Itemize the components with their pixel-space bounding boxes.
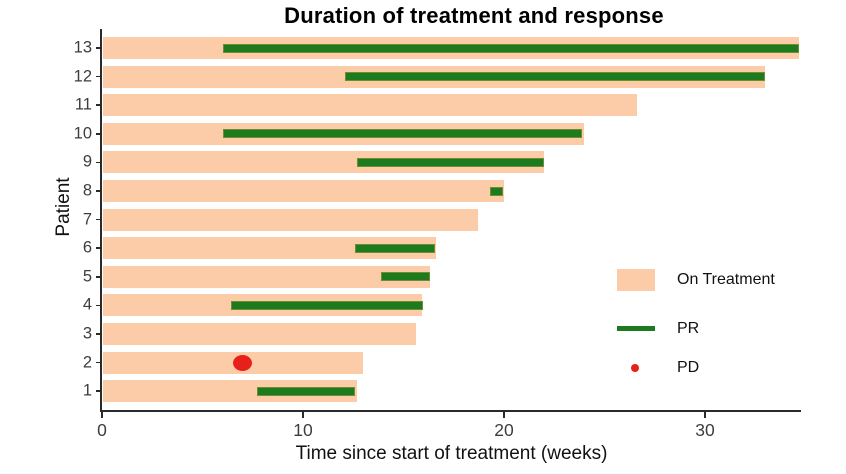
on-treatment-bar — [103, 351, 364, 374]
y-tick-label: 1 — [82, 381, 92, 400]
x-axis-title: Time since start of treatment (weeks) — [295, 443, 608, 464]
pr-bar — [381, 272, 430, 282]
y-tick-label: 6 — [82, 238, 92, 257]
y-tick — [96, 304, 102, 307]
pr-bar — [489, 186, 503, 196]
y-tick-label: 13 — [73, 38, 92, 57]
pr-bar — [355, 243, 435, 253]
x-tick — [302, 412, 304, 418]
y-tick-label: 12 — [73, 67, 92, 86]
x-axis-line — [100, 410, 802, 412]
chart-title: Duration of treatment and response — [284, 3, 664, 28]
y-tick — [96, 104, 102, 106]
on-treatment-bar — [103, 237, 436, 260]
y-tick-label: 4 — [82, 295, 92, 314]
on-treatment-bar — [103, 94, 637, 117]
y-tick-label: 11 — [74, 95, 92, 114]
pr-bar — [256, 386, 356, 396]
y-tick-label: 7 — [82, 210, 92, 229]
pd-dot — [233, 354, 253, 371]
on-treatment-bar — [103, 265, 430, 288]
pr-bar — [357, 157, 545, 167]
y-tick — [96, 333, 102, 335]
x-tick-label: 0 — [97, 420, 107, 440]
y-tick — [96, 47, 102, 49]
y-axis-line — [100, 29, 102, 412]
y-tick — [96, 190, 102, 192]
y-tick — [96, 133, 102, 135]
y-tick — [96, 75, 102, 78]
y-tick — [96, 218, 102, 221]
plot-panel: 13 12 11 10 9 8 7 6 5 4 3 2 1 0 10 20 30 — [74, 29, 846, 440]
on-treatment-bar — [103, 380, 358, 403]
y-tick-label: 8 — [82, 181, 92, 200]
y-tick — [96, 161, 102, 164]
y-tick-label: 2 — [82, 353, 92, 372]
x-tick-label: 10 — [293, 420, 313, 440]
y-tick — [96, 361, 102, 364]
on-treatment-bar — [103, 323, 416, 345]
y-tick-label: 3 — [82, 324, 92, 343]
x-tick — [503, 412, 505, 418]
on-treatment-bar — [103, 151, 545, 174]
y-tick-label: 9 — [82, 152, 92, 171]
pr-bar — [222, 129, 583, 139]
x-tick-label: 20 — [494, 420, 514, 440]
x-tick — [101, 412, 103, 418]
pr-bar — [345, 72, 766, 82]
x-tick-label: 30 — [695, 420, 715, 440]
y-tick-label: 10 — [73, 124, 92, 143]
pr-bar — [230, 300, 423, 310]
on-treatment-bar — [103, 208, 478, 231]
pr-bar — [222, 43, 800, 53]
y-tick-label: 5 — [82, 267, 92, 286]
on-treatment-bar — [103, 180, 504, 202]
y-tick — [96, 247, 102, 249]
y-tick — [96, 390, 102, 392]
x-tick — [704, 412, 706, 418]
y-tick — [96, 276, 102, 278]
